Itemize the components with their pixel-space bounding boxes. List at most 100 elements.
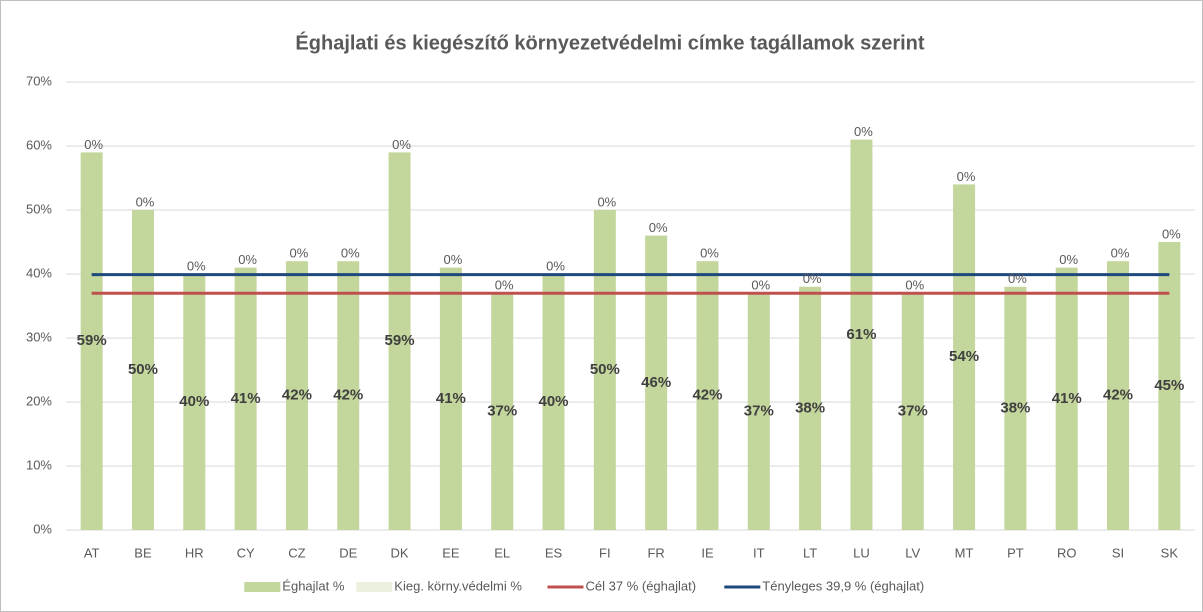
bar [593,210,616,530]
x-tick-label: DK [391,545,409,560]
x-tick-label: IT [753,545,765,560]
x-tick-label: AT [84,545,100,560]
bar [1055,267,1078,530]
bar [183,274,206,530]
data-label: 38% [795,399,825,416]
data-label: 0% [1162,226,1181,241]
bar [80,152,103,530]
data-label: 0% [751,278,770,293]
x-tick-label: EE [442,545,460,560]
data-label: 0% [392,137,411,152]
data-label: 41% [436,390,466,407]
x-tick-label: IE [701,545,714,560]
y-tick-label: 30% [26,329,52,344]
y-tick-label: 40% [26,265,52,280]
x-tick-label: HR [185,545,204,560]
x-tick-label: CY [237,545,255,560]
data-label: 37% [744,403,774,420]
y-tick-label: 0% [33,521,52,536]
y-tick-label: 10% [26,457,52,472]
data-label: 42% [1103,387,1133,404]
data-label: 42% [282,387,312,404]
bar [953,184,976,530]
data-label: 0% [546,258,565,273]
bar [388,152,411,530]
data-label: 0% [1059,252,1078,267]
legend-swatch [356,582,393,592]
data-label: 41% [1052,390,1082,407]
data-label: 50% [590,361,620,378]
bar [491,293,514,530]
data-label: 0% [443,252,462,267]
x-tick-label: EL [494,545,510,560]
legend-label: Éghajlat % [282,578,345,593]
legend-label: Kieg. körny.védelmi % [394,578,522,593]
x-tick-label: SI [1112,545,1124,560]
y-tick-label: 20% [26,393,52,408]
x-tick-label: LV [905,545,920,560]
bar [645,235,668,530]
x-tick-label: ES [545,545,563,560]
data-label: 0% [597,194,616,209]
bar [799,286,822,530]
bar [901,293,924,530]
data-label: 0% [290,246,309,261]
legend-label: Tényleges 39,9 % (éghajlat) [762,578,924,593]
data-label: 46% [641,374,671,391]
data-label: 59% [385,332,415,349]
y-tick-label: 60% [26,137,52,152]
data-label: 0% [341,246,360,261]
x-tick-label: CZ [288,545,305,560]
data-label: 42% [333,387,363,404]
data-label: 0% [957,169,976,184]
bar [696,261,719,530]
bar [131,210,154,530]
data-label: 37% [487,403,517,420]
data-label: 0% [187,258,206,273]
data-label: 54% [949,348,979,365]
data-label: 40% [539,393,569,410]
bar [1004,286,1027,530]
bar [439,267,462,530]
data-label: 0% [84,137,103,152]
data-label: 0% [700,246,719,261]
bar [850,139,873,530]
data-label: 0% [803,271,822,286]
y-tick-label: 70% [26,73,52,88]
bar [337,261,360,530]
data-label: 0% [1111,246,1130,261]
x-tick-label: LT [803,545,817,560]
y-tick-label: 50% [26,201,52,216]
chart-title: Éghajlati és kiegészítő környezetvédelmi… [295,31,924,54]
data-label: 0% [854,124,873,139]
x-tick-label: FI [599,545,611,560]
x-tick-label: DE [339,545,357,560]
x-tick-label: MT [955,545,974,560]
data-label: 0% [136,194,155,209]
data-label: 41% [231,390,261,407]
data-label: 0% [649,220,668,235]
x-tick-label: BE [134,545,152,560]
legend-label: Cél 37 % (éghajlat) [586,578,697,593]
bar [542,274,565,530]
bar [1107,261,1130,530]
x-tick-label: RO [1057,545,1077,560]
data-label: 40% [179,393,209,410]
data-label: 0% [495,278,514,293]
data-label: 37% [898,403,928,420]
bar [747,293,770,530]
data-label: 0% [238,252,257,267]
bar [234,267,257,530]
data-label: 42% [692,387,722,404]
data-label: 61% [846,326,876,343]
x-tick-label: PT [1007,545,1024,560]
bar [1158,242,1181,530]
data-label: 38% [1000,399,1030,416]
data-label: 50% [128,361,158,378]
data-label: 59% [77,332,107,349]
bar [285,261,308,530]
x-tick-label: SK [1161,545,1179,560]
x-tick-label: FR [647,545,664,560]
x-tick-label: LU [853,545,870,560]
